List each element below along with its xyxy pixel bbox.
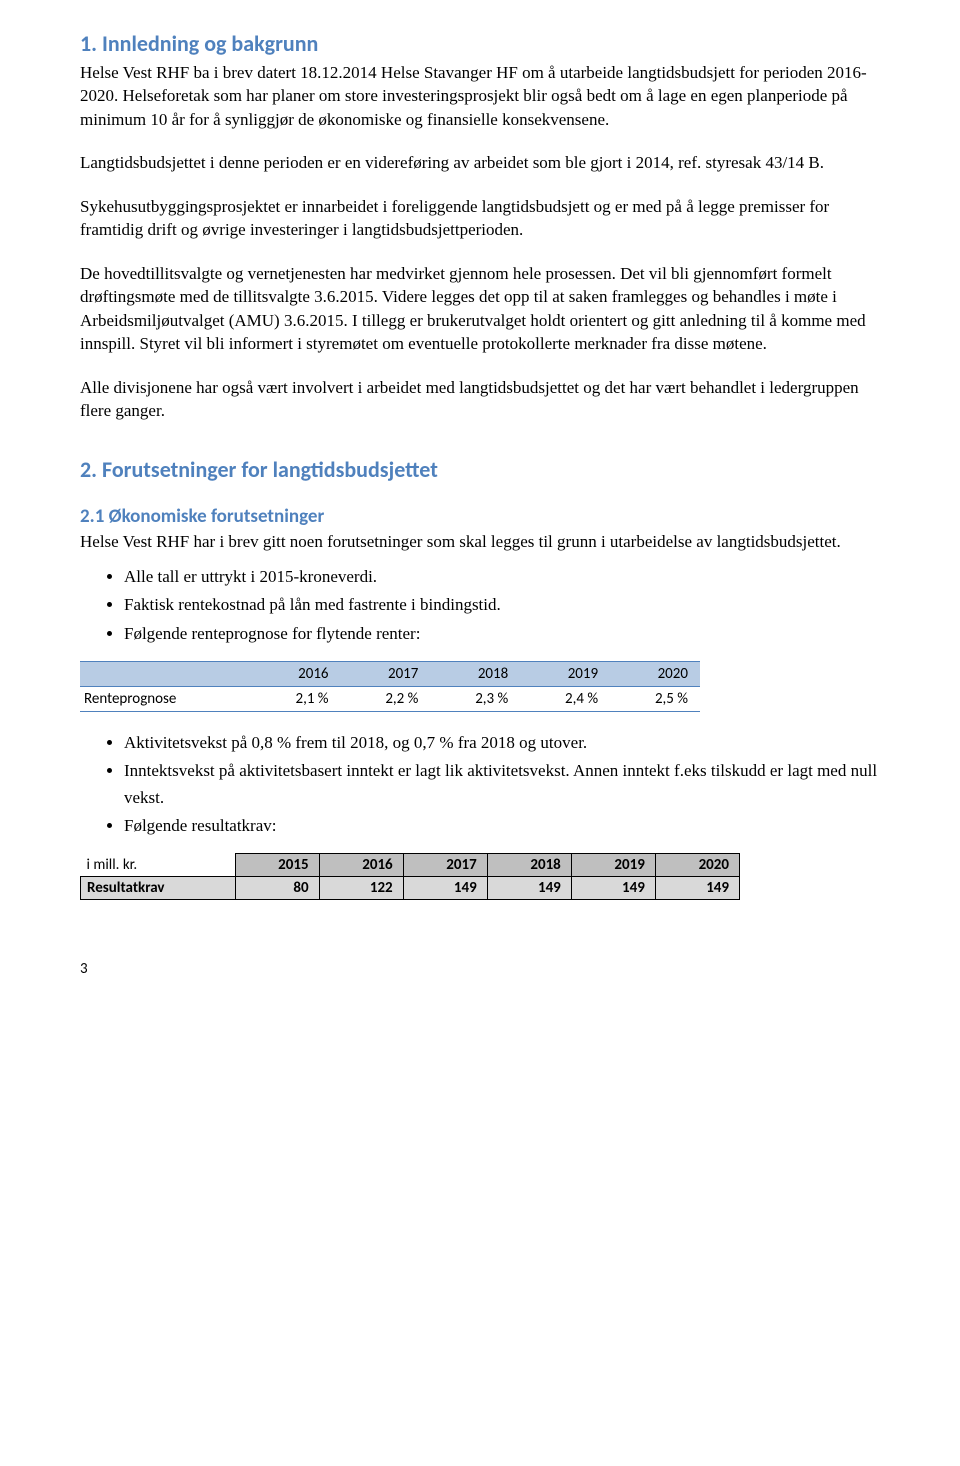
- table-cell: 149: [571, 877, 655, 900]
- table-row-label: Resultatkrav: [81, 877, 236, 900]
- table-cell: 149: [655, 877, 739, 900]
- table-header-cell: 2015: [235, 854, 319, 877]
- table-header-cell: 2017: [403, 854, 487, 877]
- paragraph-6: Alle divisjonene har også vært involvert…: [80, 376, 880, 423]
- list-item: Inntektsvekst på aktivitetsbasert inntek…: [124, 758, 880, 811]
- paragraph-4: Sykehusutbyggingsprosjektet er innarbeid…: [80, 195, 880, 242]
- table-header-cell: 2016: [319, 854, 403, 877]
- list-item: Følgende renteprognose for flytende rent…: [124, 621, 880, 647]
- table-header-cell: 2020: [610, 661, 700, 686]
- renteprognose-table: 2016 2017 2018 2019 2020 Renteprognose 2…: [80, 661, 700, 712]
- table-cell: 2,4 %: [520, 686, 610, 711]
- table-header-blank: [80, 661, 251, 686]
- bullet-list-2: Aktivitetsvekst på 0,8 % frem til 2018, …: [80, 730, 880, 839]
- paragraph-1: Helse Vest RHF ba i brev datert 18.12.20…: [80, 61, 880, 131]
- document-page: 1. Innledning og bakgrunn Helse Vest RHF…: [40, 0, 920, 1018]
- table-header-row: i mill. kr. 2015 2016 2017 2018 2019 202…: [81, 854, 740, 877]
- paragraph-2-text: Helseforetak som har planer om store inv…: [80, 86, 848, 128]
- paragraph-3: Langtidsbudsjettet i denne perioden er e…: [80, 151, 880, 174]
- table-cell: 149: [403, 877, 487, 900]
- paragraph-7: Helse Vest RHF har i brev gitt noen foru…: [80, 530, 880, 553]
- table-header-cell: 2019: [520, 661, 610, 686]
- heading-2-1: 2.1 Økonomiske forutsetninger: [80, 505, 880, 528]
- heading-1: 1. Innledning og bakgrunn: [80, 30, 880, 57]
- list-item: Aktivitetsvekst på 0,8 % frem til 2018, …: [124, 730, 880, 756]
- table-header-cell: 2018: [430, 661, 520, 686]
- table-header-row: 2016 2017 2018 2019 2020: [80, 661, 700, 686]
- page-number: 3: [80, 960, 880, 978]
- heading-2-1-num: 2.1: [80, 505, 104, 528]
- table-cell: 2,5 %: [610, 686, 700, 711]
- table-header-cell: 2020: [655, 854, 739, 877]
- table-cell: 122: [319, 877, 403, 900]
- table-cell: 2,2 %: [341, 686, 431, 711]
- resultatkrav-table: i mill. kr. 2015 2016 2017 2018 2019 202…: [80, 853, 740, 900]
- table-header-cell: 2019: [571, 854, 655, 877]
- list-item: Følgende resultatkrav:: [124, 813, 880, 839]
- table-header-cell: 2018: [487, 854, 571, 877]
- table-header-cell: 2016: [251, 661, 341, 686]
- list-item: Faktisk rentekostnad på lån med fastrent…: [124, 592, 880, 618]
- table-header-label: i mill. kr.: [81, 854, 236, 877]
- table-cell: 2,3 %: [430, 686, 520, 711]
- table-row: Renteprognose 2,1 % 2,2 % 2,3 % 2,4 % 2,…: [80, 686, 700, 711]
- table-row: Resultatkrav 80 122 149 149 149 149: [81, 877, 740, 900]
- paragraph-5: De hovedtillitsvalgte og vernetjenesten …: [80, 262, 880, 356]
- heading-2-text: Forutsetninger for langtidsbudsjettet: [102, 456, 438, 483]
- table-cell: 149: [487, 877, 571, 900]
- list-item: Alle tall er uttrykt i 2015-kroneverdi.: [124, 564, 880, 590]
- heading-1-num: 1.: [80, 30, 97, 57]
- heading-2-num: 2.: [80, 456, 97, 483]
- table-row-label: Renteprognose: [80, 686, 251, 711]
- table-header-cell: 2017: [341, 661, 431, 686]
- table-cell: 2,1 %: [251, 686, 341, 711]
- table-cell: 80: [235, 877, 319, 900]
- bullet-list-1: Alle tall er uttrykt i 2015-kroneverdi. …: [80, 564, 880, 647]
- heading-1-text: Innledning og bakgrunn: [102, 30, 318, 57]
- heading-2-1-text: Økonomiske forutsetninger: [109, 505, 325, 528]
- heading-2: 2. Forutsetninger for langtidsbudsjettet: [80, 456, 880, 483]
